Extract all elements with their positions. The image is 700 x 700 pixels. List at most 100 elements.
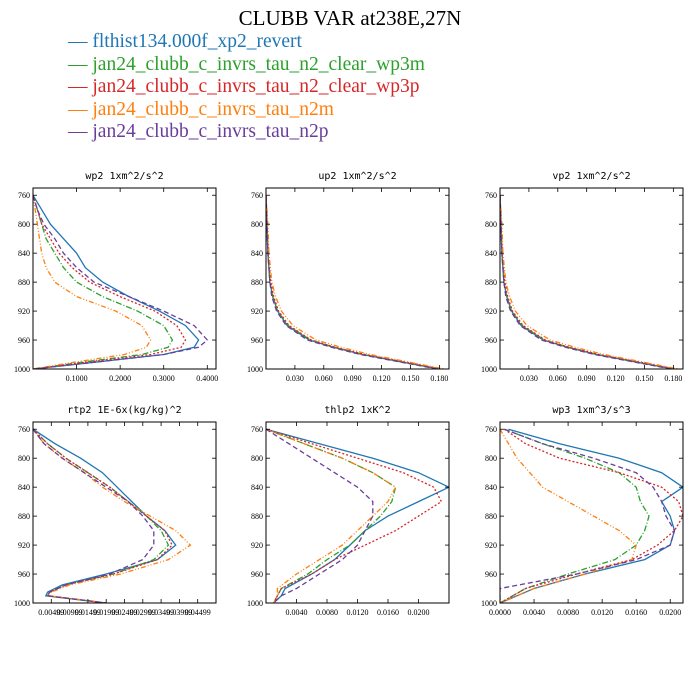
series-line (266, 195, 445, 369)
legend-label: jan24_clubb_c_invrs_tau_n2p (92, 121, 329, 142)
series-line (33, 428, 177, 603)
plot-panel: up2 1xm^2/s^2 760 800 840 880 920 960 1000 0.030… (247, 171, 450, 383)
y-tick-label: 920 (251, 307, 263, 316)
series-line (33, 428, 170, 603)
y-tick-label: 880 (251, 512, 263, 521)
panel-title: thlp2 1xK^2 (324, 405, 390, 416)
series-line (266, 428, 449, 603)
legend-entry: — jan24_clubb_c_invrs_tau_n2p (68, 121, 425, 144)
x-tick-label: 0.180 (430, 374, 448, 383)
plot-panel: rtp2 1E-6x(kg/kg)^2 760 800 840 880 920 960 100… (14, 405, 217, 617)
y-tick-label: 880 (18, 278, 30, 287)
legend-entry: — jan24_clubb_c_invrs_tau_n2_clear_wp3p (68, 76, 425, 99)
legend-marker: — (68, 31, 88, 52)
y-tick-label: 800 (485, 454, 497, 463)
y-tick-label: 960 (251, 336, 263, 345)
y-tick-label: 800 (251, 220, 263, 229)
legend-label: jan24_clubb_c_invrs_tau_n2m (92, 98, 334, 120)
y-tick-label: 920 (485, 541, 497, 550)
x-tick-label: 0.150 (401, 374, 419, 383)
legend-marker: — (68, 53, 88, 75)
series-line (500, 195, 679, 369)
y-tick-label: 1000 (14, 599, 30, 608)
series-line (33, 194, 200, 369)
series-line (266, 428, 397, 603)
y-tick-label: 840 (18, 483, 30, 492)
legend-entry: — flthist134.000f_xp2_revert (68, 31, 425, 54)
x-tick-label: 0.03499 (148, 608, 174, 617)
plot-frame (32, 187, 217, 370)
x-tick-label: 0.0120 (591, 608, 613, 617)
series-line (266, 195, 438, 369)
legend-entry: — jan24_clubb_c_invrs_tau_n2_clear_wp3m (68, 54, 425, 77)
panel-title: vp2 1xm^2/s^2 (552, 171, 630, 182)
series-line (500, 428, 683, 603)
y-tick-label: 840 (485, 483, 497, 492)
x-tick-label: 0.030 (286, 374, 304, 383)
x-tick-label: 0.04499 (185, 608, 211, 617)
y-tick-label: 960 (18, 336, 30, 345)
x-tick-label: 0.02499 (112, 608, 138, 617)
y-tick-label: 920 (18, 541, 30, 550)
y-tick-label: 760 (18, 191, 30, 200)
series-line (500, 195, 674, 369)
y-tick-label: 760 (251, 425, 263, 434)
y-tick-label: 800 (18, 454, 30, 463)
plot-frame (499, 421, 684, 604)
series-line (266, 195, 442, 369)
series-line (33, 428, 173, 603)
x-tick-label: 0.120 (373, 374, 391, 383)
x-tick-label: 0.00999 (57, 608, 83, 617)
series-line (266, 195, 440, 369)
y-tick-label: 880 (485, 278, 497, 287)
y-tick-label: 880 (485, 512, 497, 521)
y-tick-label: 840 (251, 249, 263, 258)
x-tick-label: 0.0080 (557, 608, 579, 617)
y-tick-label: 1000 (247, 365, 263, 374)
series-line (33, 195, 209, 369)
x-tick-label: 0.0000 (489, 608, 511, 617)
x-tick-label: 0.060 (549, 374, 567, 383)
x-tick-label: 0.150 (635, 374, 653, 383)
y-tick-label: 800 (18, 220, 30, 229)
x-tick-label: 0.030 (520, 374, 538, 383)
x-tick-label: 0.0120 (347, 608, 369, 617)
x-tick-label: 0.0200 (659, 608, 681, 617)
panel-title: wp3 1xm^3/s^3 (552, 405, 630, 416)
y-tick-label: 840 (485, 249, 497, 258)
series-line (500, 428, 683, 603)
x-tick-label: 0.02999 (130, 608, 156, 617)
plot-frame (265, 187, 450, 370)
y-tick-label: 880 (251, 278, 263, 287)
y-tick-label: 760 (18, 425, 30, 434)
x-tick-label: 0.3000 (153, 374, 175, 383)
y-tick-label: 1000 (481, 365, 497, 374)
y-tick-label: 880 (18, 512, 30, 521)
y-tick-label: 920 (18, 307, 30, 316)
y-tick-label: 760 (251, 191, 263, 200)
legend-label: flthist134.000f_xp2_revert (92, 31, 302, 52)
x-tick-label: 0.090 (344, 374, 362, 383)
y-tick-label: 960 (485, 570, 497, 579)
y-tick-label: 1000 (481, 599, 497, 608)
series-line (266, 428, 374, 603)
y-tick-label: 1000 (247, 599, 263, 608)
x-tick-label: 0.2000 (109, 374, 131, 383)
series-line (500, 195, 672, 369)
series-line (266, 428, 443, 603)
plot-frame (265, 421, 450, 604)
x-tick-label: 0.1000 (66, 374, 88, 383)
series-line (33, 428, 192, 603)
series-line (33, 195, 152, 369)
plot-frame (499, 187, 684, 370)
series-line (33, 195, 174, 369)
plot-panel: vp2 1xm^2/s^2 760 800 840 880 920 960 1000 0.030… (481, 171, 684, 383)
x-tick-label: 0.120 (607, 374, 625, 383)
y-tick-label: 760 (485, 191, 497, 200)
panel-title: wp2 1xm^2/s^2 (85, 171, 163, 182)
x-tick-label: 0.0080 (316, 608, 338, 617)
legend: — flthist134.000f_xp2_revert — jan24_clu… (68, 31, 425, 144)
x-tick-label: 0.060 (315, 374, 333, 383)
plot-panel: wp2 1xm^2/s^2 760 800 840 880 920 960 1000 0.100… (14, 171, 218, 383)
